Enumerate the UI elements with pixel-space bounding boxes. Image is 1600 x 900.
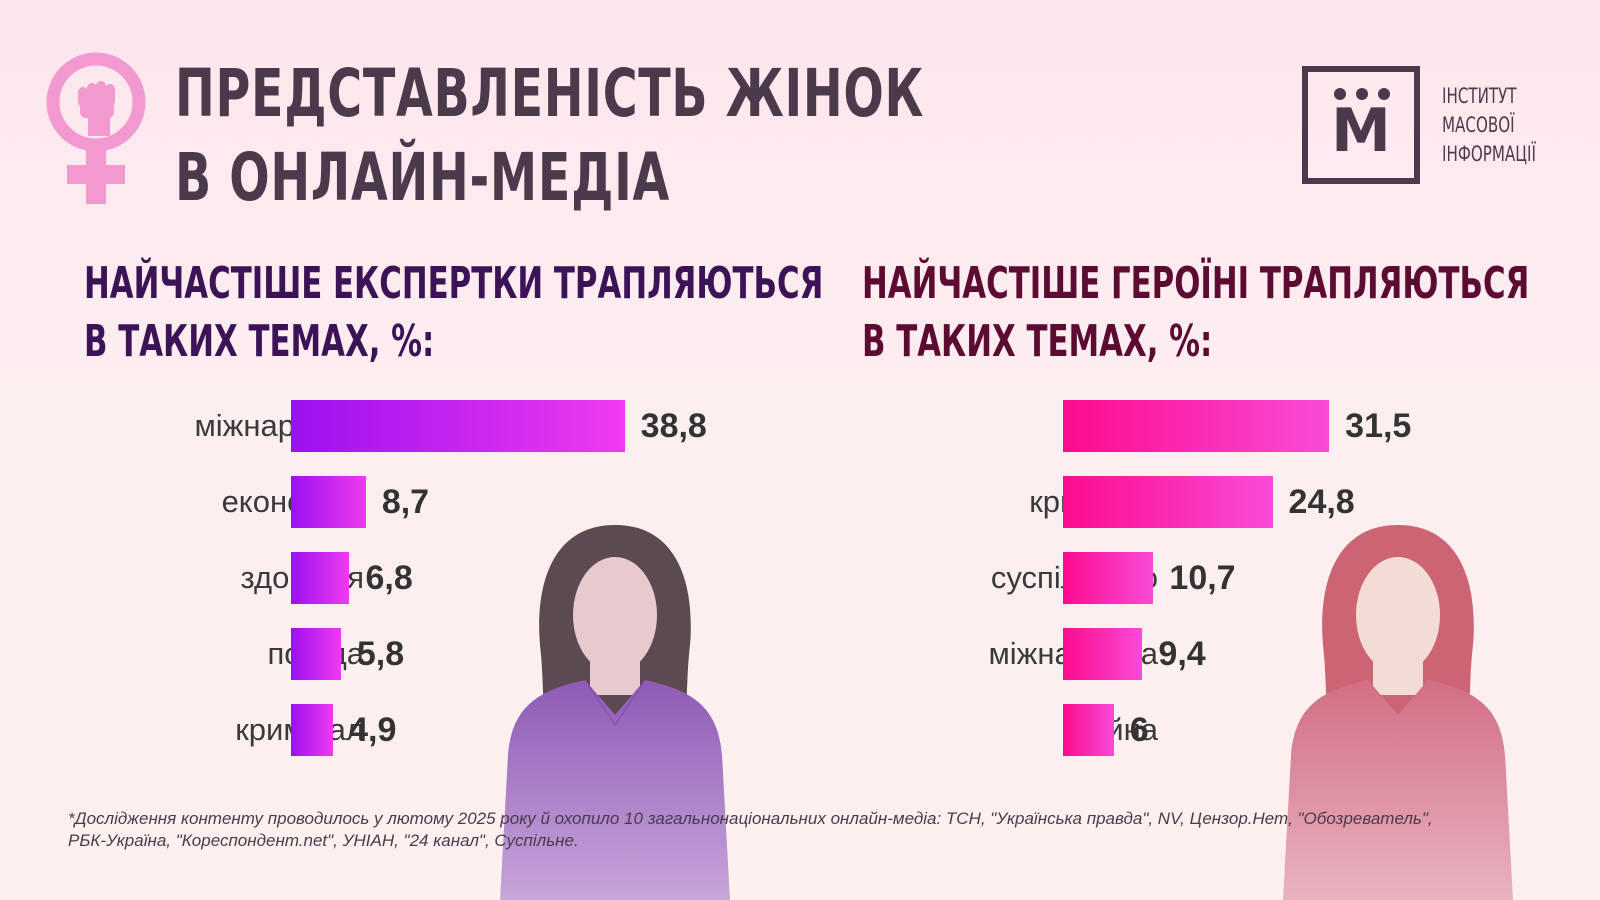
logo-text: ІНСТИТУТ МАСОВОЇ ІНФОРМАЦІЇ bbox=[1442, 82, 1572, 169]
value-label: 6,8 bbox=[365, 559, 413, 597]
bar-row: кримінал4,9 bbox=[84, 704, 844, 756]
chart-title-line: В ТАКИХ ТЕМАХ, %: bbox=[862, 316, 1213, 367]
bar-row: кримінал24,8 bbox=[862, 476, 1600, 528]
bar bbox=[1063, 400, 1330, 452]
value-label: 6 bbox=[1129, 711, 1149, 749]
bar-row: міжнародна9,4 bbox=[862, 628, 1600, 680]
bar bbox=[1063, 552, 1154, 604]
chart-title-line: НАЙЧАСТІШЕ ЕКСПЕРТКИ ТРАПЛЯЮТЬСЯ bbox=[84, 258, 824, 309]
bar bbox=[291, 552, 350, 604]
heroines-bar-chart: шоубіз31,5 кримінал24,8 суспільство10,7 між… bbox=[862, 255, 1600, 775]
value-label: 10,7 bbox=[1169, 559, 1236, 597]
woman-brown-hair-illustration bbox=[500, 525, 730, 900]
footnote-line: *Дослідження контенту проводилось у люто… bbox=[68, 809, 1433, 828]
footnote: *Дослідження контенту проводилось у люто… bbox=[68, 808, 1488, 852]
value-label: 31,5 bbox=[1345, 407, 1412, 445]
logo-text-line: ІНСТИТУТ bbox=[1442, 84, 1517, 108]
chart-title-line: НАЙЧАСТІШЕ ГЕРОЇНІ ТРАПЛЯЮТЬСЯ bbox=[862, 258, 1530, 309]
page-title: ПРЕДСТАВЛЕНІСТЬ ЖІНОК В ОНЛАЙН-МЕДІА bbox=[175, 52, 1215, 220]
logo-text-line: МАСОВОЇ bbox=[1442, 113, 1515, 137]
value-label: 38,8 bbox=[640, 407, 707, 445]
logo-frame bbox=[1302, 66, 1420, 184]
value-label: 5,8 bbox=[356, 635, 405, 673]
value-label: 4,9 bbox=[349, 711, 397, 749]
logo-dots-icon bbox=[1334, 88, 1390, 100]
bar bbox=[291, 400, 625, 452]
bar bbox=[291, 704, 334, 756]
value-label: 8,7 bbox=[381, 483, 430, 521]
value-label: 9,4 bbox=[1158, 635, 1206, 673]
woman-red-hair-illustration bbox=[1283, 525, 1513, 900]
experts-chart-panel: НАЙЧАСТІШЕ ЕКСПЕРТКИ ТРАПЛЯЮТЬСЯ В ТАКИХ… bbox=[84, 255, 844, 775]
bar-row: війна 6 bbox=[862, 704, 1600, 756]
chart-title-line: В ТАКИХ ТЕМАХ, %: bbox=[84, 316, 435, 367]
footnote-line: РБК-Україна, "Кореспондент.net", УНІАН, … bbox=[68, 831, 579, 850]
chart-title: НАЙЧАСТІШЕ ГЕРОЇНІ ТРАПЛЯЮТЬСЯ В ТАКИХ Т… bbox=[862, 255, 1600, 371]
logo-letter: М bbox=[1331, 96, 1391, 166]
chart-title: НАЙЧАСТІШЕ ЕКСПЕРТКИ ТРАПЛЯЮТЬСЯ В ТАКИХ… bbox=[84, 255, 1140, 371]
bar bbox=[291, 476, 366, 528]
bar bbox=[1063, 704, 1114, 756]
bar bbox=[1063, 628, 1143, 680]
female-symbol-fist-icon bbox=[46, 52, 146, 204]
bar bbox=[291, 628, 341, 680]
value-label: 24,8 bbox=[1288, 483, 1355, 521]
title-line: ПРЕДСТАВЛЕНІСТЬ ЖІНОК bbox=[175, 55, 925, 132]
bar-row: економіка8,7 bbox=[84, 476, 844, 528]
bar bbox=[1063, 476, 1273, 528]
logo-text-line: ІНФОРМАЦІЇ bbox=[1442, 142, 1536, 166]
heroines-chart-panel: НАЙЧАСТІШЕ ГЕРОЇНІ ТРАПЛЯЮТЬСЯ В ТАКИХ Т… bbox=[862, 255, 1600, 775]
bar-row: погода5,8 bbox=[84, 628, 844, 680]
bar-row: міжнародна 38,8 bbox=[84, 400, 844, 452]
bar-row: шоубіз31,5 bbox=[862, 400, 1600, 452]
bar-row: суспільство10,7 bbox=[862, 552, 1600, 604]
bar-row: здоров’я6,8 bbox=[84, 552, 844, 604]
title-line: В ОНЛАЙН-МЕДІА bbox=[175, 139, 671, 216]
